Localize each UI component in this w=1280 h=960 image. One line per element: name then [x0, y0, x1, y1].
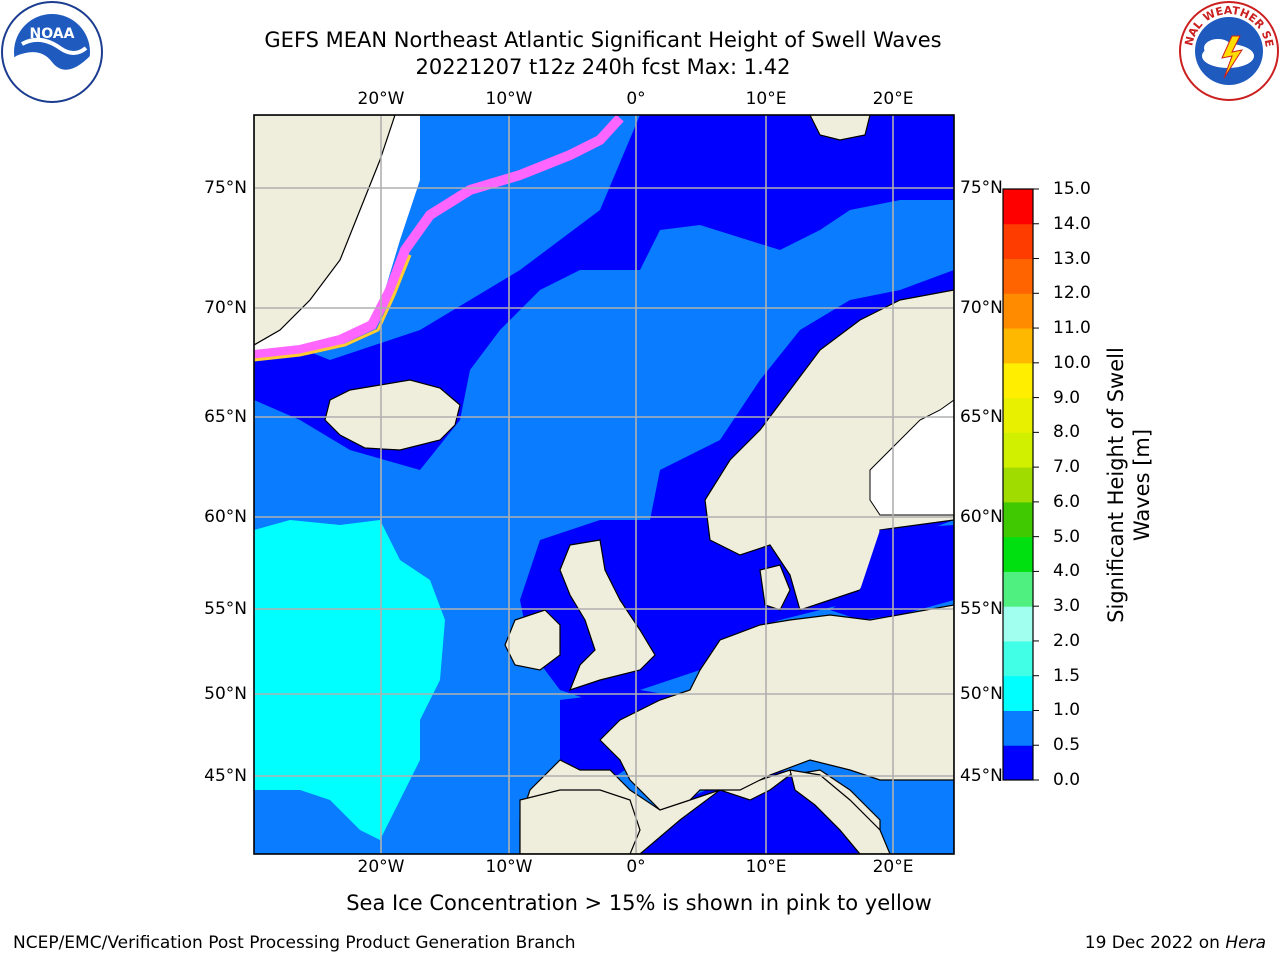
colorbar-tick-label: 11.0	[1053, 318, 1091, 339]
lat-label-left-50n: 50°N	[204, 684, 247, 704]
colorbar-tick-label: 12.0	[1053, 283, 1091, 304]
lon-label-top-0: 0°	[626, 89, 646, 109]
colorbar-band-2	[1003, 675, 1033, 711]
colorbar-tick-label: 3.0	[1053, 596, 1081, 617]
lat-label-left-70n: 70°N	[204, 298, 247, 318]
lat-label-left-65n: 65°N	[204, 407, 247, 427]
colorbar-tick-label: 5.0	[1053, 526, 1081, 547]
iceland-land	[324, 379, 461, 451]
colorbar-band-15	[1003, 223, 1033, 260]
sea-ice-edge	[254, 115, 624, 360]
sea-ice-inner	[254, 254, 412, 362]
colorbar-band-5	[1003, 571, 1033, 607]
colorbar-tick-label: 6.0	[1053, 491, 1081, 512]
swell-high-west	[254, 610, 320, 720]
colorbar-band-13	[1003, 293, 1033, 329]
footer-organization: NCEP/EMC/Verification Post Processing Pr…	[13, 933, 576, 953]
colorbar-band-9	[1003, 432, 1033, 468]
lon-label-bottom-20e: 20°E	[872, 857, 914, 877]
colorbar-tick-label: 7.0	[1053, 457, 1081, 478]
colorbar-tick-label: 0.5	[1053, 735, 1081, 756]
colorbar-tick-label: 14.0	[1053, 213, 1091, 234]
colorbar-band-10	[1003, 397, 1033, 433]
lat-label-right-50n: 50°N	[960, 684, 1003, 704]
lon-label-bottom-20w: 20°W	[357, 857, 405, 877]
iberia-land	[519, 789, 641, 854]
colorbar-band-16	[1003, 189, 1033, 225]
colorbar-band-4	[1003, 606, 1033, 642]
chart-subtitle: 20221207 t12z 240h fcst Max: 1.42	[415, 55, 791, 79]
colorbar-tick-label: 8.0	[1053, 422, 1081, 443]
ireland-land	[504, 609, 561, 671]
baltic-sea	[830, 525, 954, 620]
colorbar-band-14	[1003, 258, 1033, 294]
europe-land-north	[599, 604, 954, 811]
lat-label-right-45n: 45°N	[960, 766, 1003, 786]
colorbar-tick-marks	[1033, 188, 1039, 781]
footer-date: 19 Dec 2022 on Hera	[1085, 933, 1266, 953]
map-frame	[253, 114, 955, 855]
colorbar-band-6	[1003, 536, 1033, 572]
lat-label-right-55n: 55°N	[960, 599, 1003, 619]
footer-date-text: 19 Dec 2022 on	[1084, 933, 1220, 953]
lon-label-bottom-0: 0°	[626, 857, 646, 877]
colorbar-tick-label: 1.5	[1053, 665, 1081, 686]
lon-label-top-20e: 20°E	[872, 89, 914, 109]
colorbar-band-1	[1003, 710, 1033, 746]
bothnia-white	[869, 399, 954, 516]
italy-land	[789, 769, 891, 854]
footer-host: Hera	[1225, 933, 1266, 953]
colorbar-frame	[1002, 188, 1034, 781]
colorbar-band-0	[1003, 745, 1033, 781]
lon-label-bottom-10e: 10°E	[745, 857, 787, 877]
colorbar-tick-label: 9.0	[1053, 387, 1081, 408]
colorbar-band-11	[1003, 362, 1033, 399]
colorbar-tick-label: 15.0	[1053, 179, 1091, 199]
colorbar	[1003, 189, 1033, 781]
colorbar-band-12	[1003, 328, 1033, 364]
lon-label-top-20w: 20°W	[357, 89, 405, 109]
lon-label-bottom-10w: 10°W	[485, 857, 533, 877]
colorbar-tick-label: 0.0	[1053, 770, 1081, 790]
graticule	[254, 115, 954, 854]
lat-label-left-75n: 75°N	[204, 178, 247, 198]
lat-label-left-55n: 55°N	[204, 599, 247, 619]
colorbar-tick-label: 2.0	[1053, 630, 1081, 651]
colorbar-label: Significant Height of Swell Waves [m]	[1104, 347, 1154, 623]
colorbar-tick-label: 1.0	[1053, 700, 1081, 721]
colorbar-band-3	[1003, 640, 1033, 677]
denmark-land	[759, 564, 791, 611]
colorbar-band-8	[1003, 467, 1033, 503]
lon-label-top-10e: 10°E	[745, 89, 787, 109]
chart-title: GEFS MEAN Northeast Atlantic Significant…	[264, 28, 942, 52]
lat-label-right-70n: 70°N	[960, 298, 1003, 318]
sea-ice-note: Sea Ice Concentration > 15% is shown in …	[346, 891, 932, 915]
colorbar-tick-label: 4.0	[1053, 561, 1081, 582]
lat-label-right-75n: 75°N	[960, 178, 1003, 198]
swell-low-north	[254, 115, 954, 470]
swell-high-central	[254, 520, 445, 840]
lon-label-top-10w: 10°W	[485, 89, 533, 109]
colorbar-band-7	[1003, 501, 1033, 538]
noaa-logo: NOAA	[1, 1, 103, 103]
colorbar-tick-label: 10.0	[1053, 352, 1091, 373]
greenland-land	[254, 115, 396, 346]
colorbar-tick-label: 13.0	[1053, 248, 1091, 269]
nws-logo: NATIONAL WEATHER SERVICE	[1178, 0, 1279, 101]
lat-label-left-60n: 60°N	[204, 507, 247, 527]
lat-label-right-60n: 60°N	[960, 507, 1003, 527]
great-britain-land	[559, 539, 656, 691]
svg-text:NOAA: NOAA	[30, 26, 75, 42]
lat-label-right-65n: 65°N	[960, 407, 1003, 427]
lat-label-left-45n: 45°N	[204, 766, 247, 786]
svalbard-land	[809, 115, 871, 141]
